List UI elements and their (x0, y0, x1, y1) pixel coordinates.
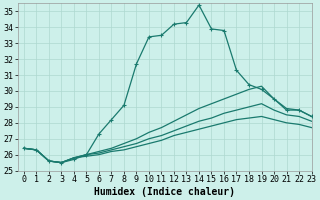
X-axis label: Humidex (Indice chaleur): Humidex (Indice chaleur) (94, 186, 235, 197)
